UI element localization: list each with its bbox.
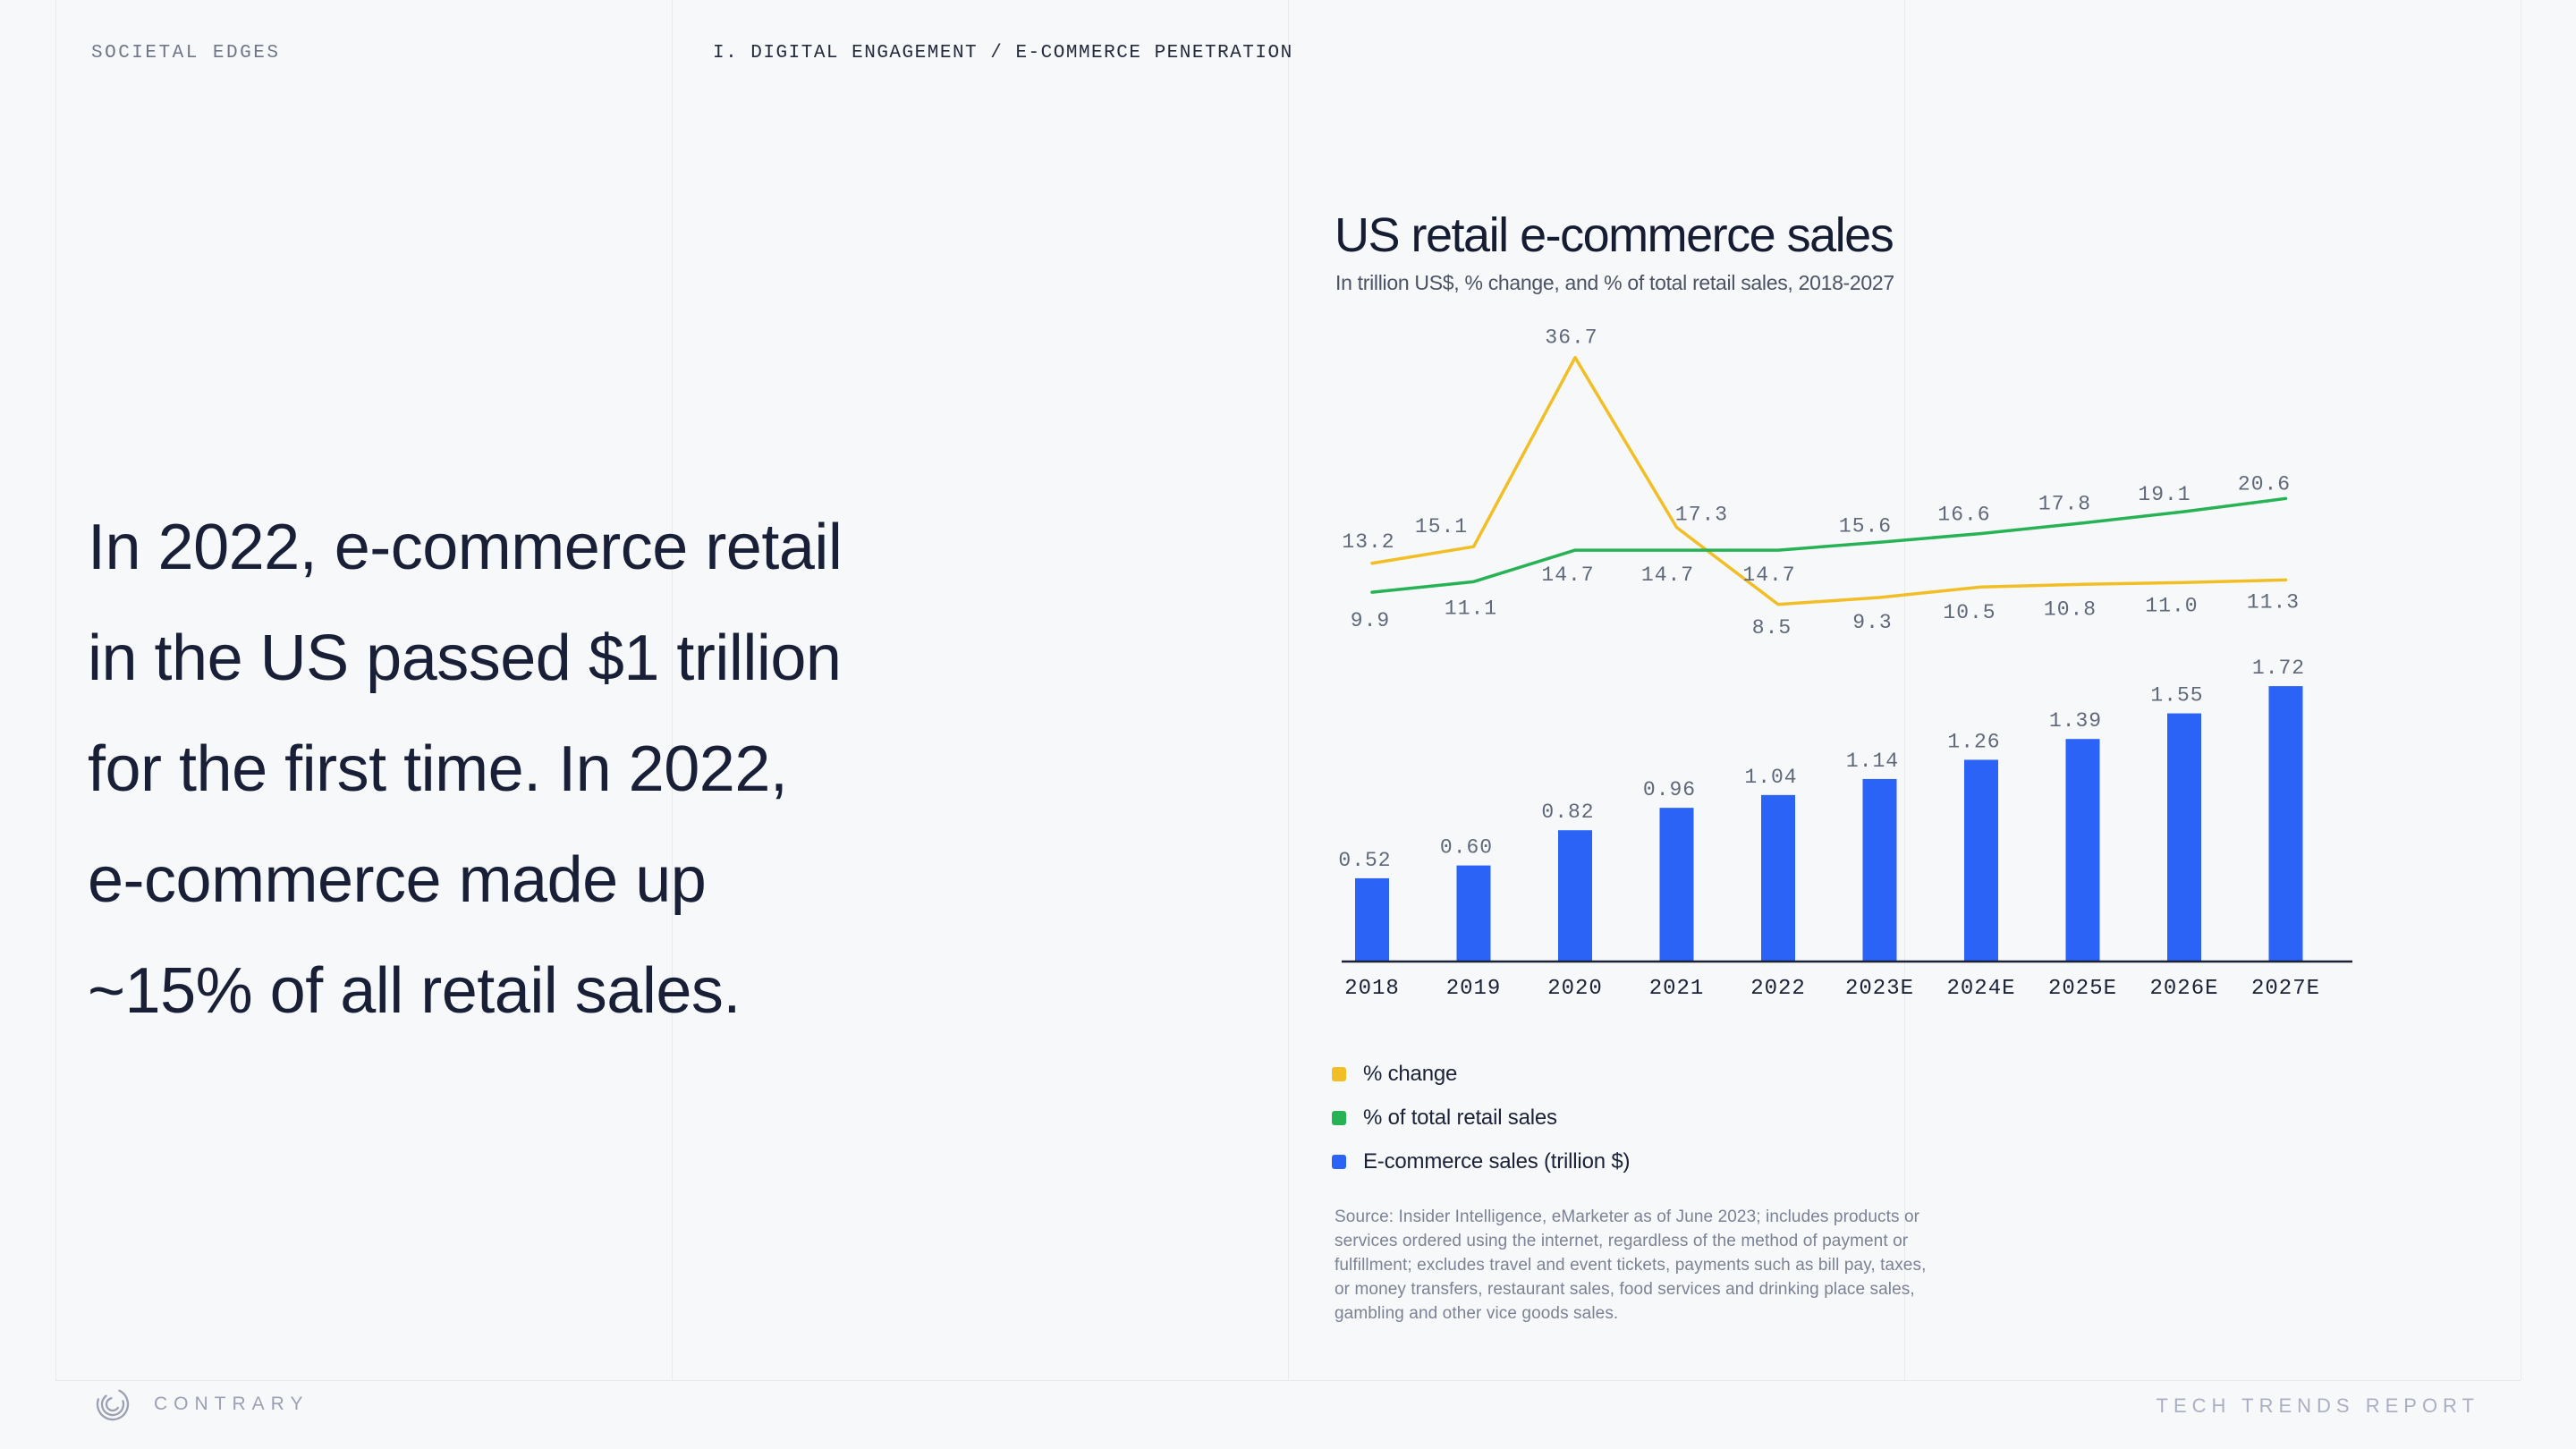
line-series [1370, 355, 2288, 606]
line-value-label: 17.8 [2038, 493, 2091, 516]
bar-2018 [1355, 877, 1389, 962]
line-value-label: 15.6 [1839, 514, 1892, 538]
footer-brand: CONTRARY [93, 1385, 309, 1424]
bar-2024E [1964, 759, 1998, 962]
statement-line: e-commerce made up [88, 844, 707, 916]
column-divider [55, 0, 56, 1380]
statement-line: for the first time. In 2022, [88, 733, 788, 805]
line-series [1370, 496, 2288, 594]
x-axis-label: 2019 [1446, 977, 1502, 1001]
legend-item: % change [1332, 1052, 1630, 1096]
line-value-label: 14.7 [1641, 564, 1694, 587]
bar-value-label: 0.52 [1338, 849, 1391, 872]
statement-line: ~15% of all retail sales. [88, 955, 741, 1027]
column-divider [672, 0, 673, 1380]
bar-2019 [1456, 865, 1491, 962]
source-line: gambling and other vice goods sales. [1335, 1304, 1619, 1323]
line-value-label: 13.2 [1342, 530, 1394, 554]
line-value-label: 17.3 [1675, 504, 1728, 527]
statement-line: in the US passed $1 trillion [88, 623, 842, 694]
line-value-label: 8.5 [1752, 616, 1792, 640]
column-divider [1904, 0, 1905, 1380]
x-axis-label: 2022 [1750, 977, 1806, 1001]
chart-legend: % change % of total retail sales E-commerc… [1332, 1052, 1630, 1183]
bar-value-label: 0.96 [1643, 778, 1696, 801]
legend-swatch [1332, 1066, 1346, 1081]
legend-swatch [1332, 1154, 1346, 1169]
line-value-label: 16.6 [1937, 503, 1990, 526]
footer-divider [55, 1380, 2521, 1381]
source-line: fulfillment; excludes travel and event t… [1335, 1256, 1927, 1275]
bar-2020 [1558, 830, 1592, 962]
line-value-label: 11.0 [2145, 594, 2198, 617]
line-value-label: 10.5 [1943, 601, 1996, 624]
legend-label: % change [1363, 1061, 1458, 1086]
x-axis-label: 2020 [1547, 977, 1603, 1001]
chart-subtitle: In trillion US$, % change, and % of tota… [1335, 271, 1894, 294]
bar-2021 [1659, 808, 1694, 962]
line-value-label: 20.6 [2238, 472, 2291, 496]
legend-item: % of total retail sales [1332, 1096, 1630, 1140]
x-axis-label: 2025E [2048, 977, 2117, 1001]
ecommerce-sales-chart: 13.2 15.1 36.7 17.3 8.5 9.3 10.5 10.8 11.0 11.3 9.… [1338, 326, 2352, 1001]
x-axis-label: 2026E [2149, 977, 2218, 1001]
bar-2022 [1761, 794, 1795, 962]
line-value-label: 36.7 [1545, 326, 1597, 350]
statement-text: In 2022, e-commerce retail in the US pass… [88, 492, 1116, 1046]
x-axis-label: 2018 [1344, 977, 1400, 1001]
legend-label: E-commerce sales (trillion $) [1363, 1148, 1631, 1174]
bar-value-label: 0.60 [1440, 836, 1493, 860]
bar-2027E [2268, 686, 2303, 962]
source-line: services ordered using the internet, reg… [1335, 1232, 1909, 1250]
bar-value-label: 1.14 [1846, 750, 1899, 773]
line-value-label: 10.8 [2044, 597, 2097, 621]
line-value-label: 15.1 [1415, 515, 1468, 538]
line-value-label: 9.3 [1852, 611, 1892, 634]
x-axis-label: 2021 [1649, 977, 1705, 1001]
breadcrumb: I. DIGITAL ENGAGEMENT / E-COMMERCE PENET… [713, 43, 1293, 64]
x-axis-label: 2027E [2251, 977, 2320, 1001]
legend-label: % of total retail sales [1363, 1105, 1557, 1130]
report-label: TECH TRENDS REPORT [2156, 1394, 2479, 1417]
bar-value-label: 1.55 [2150, 684, 2203, 708]
x-axis-label: 2024E [1946, 977, 2015, 1001]
line-value-label: 11.1 [1445, 597, 1497, 620]
source-note: Source: Insider Intelligence, eMarketer … [1335, 1205, 1926, 1326]
section-label: SOCIETAL EDGES [91, 43, 281, 64]
bar-2023E [1862, 778, 1897, 962]
bar-value-label: 1.72 [2252, 657, 2305, 680]
source-line: or money transfers, restaurant sales, fo… [1335, 1280, 1915, 1299]
line-value-label: 11.3 [2247, 590, 2300, 614]
chart-title: US retail e-commerce sales [1335, 208, 1894, 262]
x-axis-label: 2023E [1845, 977, 1914, 1001]
line-value-label: 9.9 [1351, 609, 1390, 632]
bar-value-label: 0.82 [1541, 801, 1594, 824]
line-value-label: 19.1 [2138, 483, 2190, 506]
line-value-label: 14.7 [1541, 564, 1594, 587]
bar-2026E [2167, 713, 2201, 962]
legend-item: E-commerce sales (trillion $) [1332, 1140, 1630, 1183]
bar-2025E [2065, 739, 2100, 962]
legend-swatch [1332, 1110, 1346, 1125]
column-divider [1288, 0, 1289, 1380]
bar-value-label: 1.04 [1744, 766, 1797, 789]
contrary-logo-icon [96, 1387, 130, 1421]
source-line: Source: Insider Intelligence, eMarketer … [1335, 1208, 1920, 1226]
bar-value-label: 1.39 [2049, 709, 2102, 733]
statement-line: In 2022, e-commerce retail [88, 512, 843, 583]
brand-name: CONTRARY [154, 1394, 309, 1414]
line-value-label: 14.7 [1742, 564, 1795, 587]
bar-value-label: 1.26 [1947, 730, 2000, 753]
